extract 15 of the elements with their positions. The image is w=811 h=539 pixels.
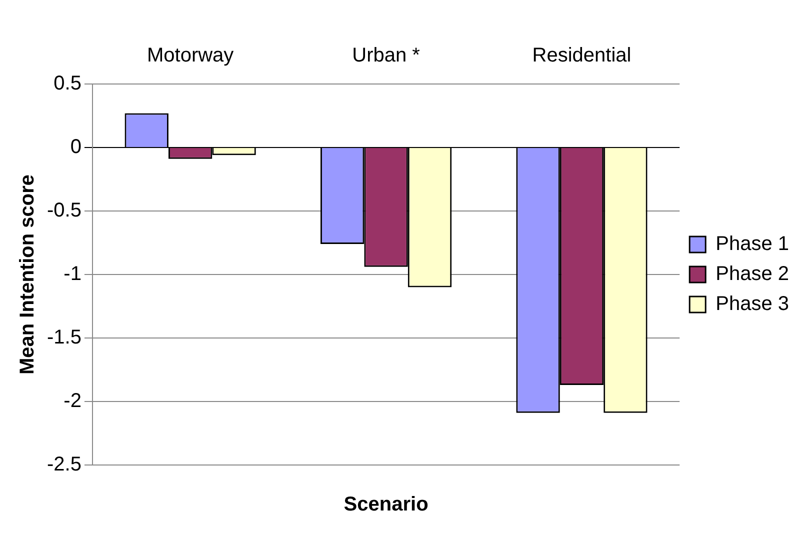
legend-label: Phase 2 (716, 263, 789, 286)
y-tick-label: -2 (64, 390, 82, 412)
y-tick-label: -2.5 (46, 454, 82, 476)
x-tick-label: Residential (532, 44, 632, 67)
y-tick-label: 0.5 (54, 72, 82, 95)
legend-label: Phase 1 (716, 233, 789, 256)
y-tick-label: -1.5 (46, 326, 82, 349)
legend-label: Phase 3 (716, 293, 789, 316)
y-axis-title: Mean Intention score (16, 174, 39, 375)
y-tick-label: 0 (70, 136, 82, 158)
x-tick-label: Motorway (146, 44, 234, 67)
y-tick-label: -1 (64, 263, 82, 286)
y-tick-label: -0.5 (46, 200, 82, 222)
x-axis-title: Scenario (344, 494, 428, 516)
x-tick-label: Urban * (352, 44, 420, 67)
